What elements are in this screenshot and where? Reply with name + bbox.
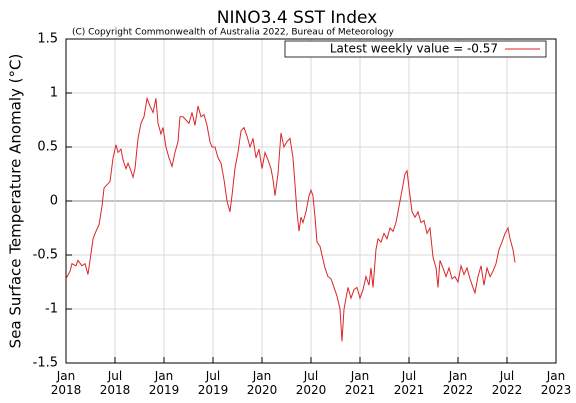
x-tick-label: Jan 2023: [540, 369, 572, 397]
plot-frame: [65, 38, 557, 364]
x-tick-label: Jan 2019: [148, 369, 180, 397]
x-tick-label: Jan 2018: [50, 369, 82, 397]
x-tick-label: Jul 2018: [99, 369, 131, 397]
chart-title: NINO3.4 SST Index: [217, 8, 377, 28]
y-tick-label: 0: [50, 194, 58, 209]
y-tick-label: 0.5: [37, 140, 58, 155]
legend-label: Latest weekly value = -0.57: [330, 42, 498, 56]
x-tick-label: Jul 2019: [197, 369, 229, 397]
y-tick-label: 1.5: [37, 32, 58, 47]
y-tick-label: -1: [45, 302, 58, 317]
legend-box: [284, 40, 547, 58]
x-tick-label: Jan 2021: [344, 369, 376, 397]
y-tick-label: -1.5: [33, 356, 58, 371]
data-line: [65, 96, 516, 342]
x-tick-label: Jul 2020: [295, 369, 327, 397]
x-tick-label: Jul 2021: [393, 369, 425, 397]
y-axis-label: Sea Surface Temperature Anomaly (°C): [7, 54, 25, 349]
chart-subtitle: (C) Copyright Commonwealth of Australia …: [72, 28, 395, 38]
y-tick-label: 1: [50, 86, 58, 101]
x-tick-label: Jul 2022: [491, 369, 523, 397]
x-tick-label: Jan 2020: [246, 369, 278, 397]
x-tick-label: Jan 2022: [442, 369, 474, 397]
y-tick-label: -0.5: [33, 248, 58, 263]
